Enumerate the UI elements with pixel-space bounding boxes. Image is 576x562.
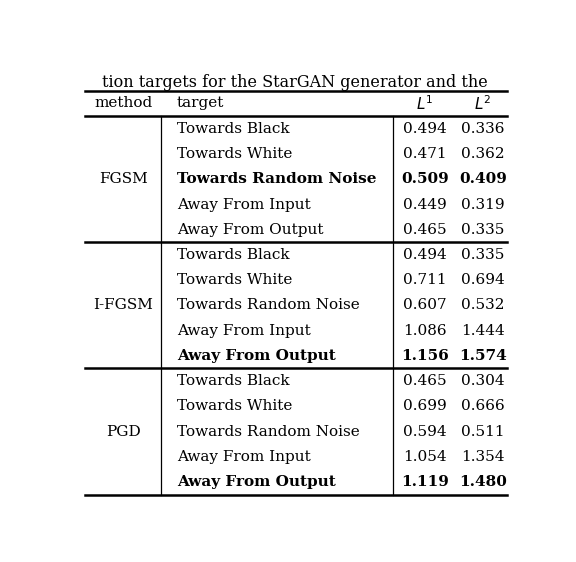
Text: 0.666: 0.666 [461, 400, 505, 413]
Text: PGD: PGD [106, 424, 141, 438]
Text: 0.335: 0.335 [461, 223, 505, 237]
Text: $L^2$: $L^2$ [474, 94, 491, 113]
Text: 0.319: 0.319 [461, 198, 505, 211]
Text: Away From Input: Away From Input [177, 450, 310, 464]
Text: 0.607: 0.607 [403, 298, 446, 312]
Text: Towards Random Noise: Towards Random Noise [177, 298, 359, 312]
Text: Towards White: Towards White [177, 273, 292, 287]
Text: 0.335: 0.335 [461, 248, 505, 262]
Text: 0.511: 0.511 [461, 424, 505, 438]
Text: 1.054: 1.054 [403, 450, 446, 464]
Text: 0.465: 0.465 [403, 374, 446, 388]
Text: target: target [177, 96, 224, 110]
Text: 1.574: 1.574 [459, 349, 506, 363]
Text: Away From Output: Away From Output [177, 475, 336, 489]
Text: 0.449: 0.449 [403, 198, 446, 211]
Text: 0.699: 0.699 [403, 400, 446, 413]
Text: method: method [94, 96, 153, 110]
Text: 1.444: 1.444 [461, 324, 505, 338]
Text: 1.119: 1.119 [401, 475, 449, 489]
Text: 0.509: 0.509 [401, 173, 449, 187]
Text: 0.711: 0.711 [403, 273, 446, 287]
Text: FGSM: FGSM [99, 173, 147, 187]
Text: 0.336: 0.336 [461, 122, 505, 136]
Text: 0.494: 0.494 [403, 122, 446, 136]
Text: 0.471: 0.471 [403, 147, 446, 161]
Text: 1.086: 1.086 [403, 324, 446, 338]
Text: Towards White: Towards White [177, 147, 292, 161]
Text: 0.494: 0.494 [403, 248, 446, 262]
Text: 1.480: 1.480 [458, 475, 507, 489]
Text: Towards White: Towards White [177, 400, 292, 413]
Text: Towards Random Noise: Towards Random Noise [177, 424, 359, 438]
Text: Towards Black: Towards Black [177, 374, 290, 388]
Text: 0.409: 0.409 [458, 173, 507, 187]
Text: Towards Random Noise: Towards Random Noise [177, 173, 376, 187]
Text: $L^1$: $L^1$ [416, 94, 433, 113]
Text: tion targets for the StarGAN generator and the: tion targets for the StarGAN generator a… [103, 74, 488, 91]
Text: 0.362: 0.362 [461, 147, 505, 161]
Text: I-FGSM: I-FGSM [93, 298, 153, 312]
Text: 1.156: 1.156 [401, 349, 449, 363]
Text: 0.532: 0.532 [461, 298, 505, 312]
Text: Away From Output: Away From Output [177, 349, 336, 363]
Text: Away From Input: Away From Input [177, 324, 310, 338]
Text: 0.465: 0.465 [403, 223, 446, 237]
Text: Away From Input: Away From Input [177, 198, 310, 211]
Text: 1.354: 1.354 [461, 450, 505, 464]
Text: Towards Black: Towards Black [177, 122, 290, 136]
Text: Towards Black: Towards Black [177, 248, 290, 262]
Text: 0.694: 0.694 [461, 273, 505, 287]
Text: 0.304: 0.304 [461, 374, 505, 388]
Text: 0.594: 0.594 [403, 424, 446, 438]
Text: Away From Output: Away From Output [177, 223, 323, 237]
